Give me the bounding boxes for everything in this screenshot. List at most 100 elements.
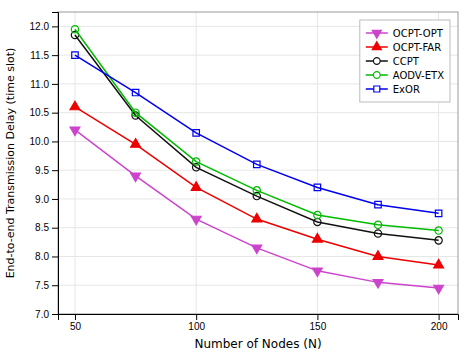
tick: 9.0: [35, 194, 58, 205]
legend-box: [360, 20, 450, 102]
chart: 50 100 150 200 7.0 7.5 8.0 8.5 9.0 9.5 10.0 10.5 11.…: [0, 0, 474, 356]
plot-frame: [58, 12, 458, 314]
tick-mark: [52, 55, 58, 56]
legend-marker: [373, 72, 380, 79]
legend-marker: [374, 86, 380, 92]
marker: [193, 158, 200, 165]
legend-item: AODV-ETX: [366, 70, 444, 81]
legend-label: AODV-ETX: [393, 70, 444, 81]
marker: [373, 280, 383, 289]
tick-label: 7.0: [35, 309, 49, 320]
marker: [434, 285, 444, 294]
marker: [435, 237, 442, 244]
grid-line: [74, 12, 75, 314]
x-axis-title: Number of Nodes (N): [194, 337, 321, 351]
marker: [72, 52, 78, 58]
grid-line: [58, 256, 458, 257]
marker: [132, 109, 139, 116]
tick-label: 8.0: [35, 251, 49, 262]
axis-domain: [59, 315, 459, 321]
tick: 11.0: [30, 79, 58, 90]
legend-item: OCPT-OPT: [366, 28, 444, 39]
legend-marker: [372, 42, 381, 50]
grid-line: [58, 170, 458, 171]
tick: 50: [70, 314, 82, 332]
legend-marker: [372, 30, 381, 38]
legend-item: CCPT: [366, 56, 420, 67]
y-axis-title: End-to-end Transmission Delay (time slot…: [4, 48, 17, 279]
axis-domain: [52, 13, 59, 315]
marker: [434, 259, 444, 268]
tick: 150: [310, 314, 327, 332]
tick-mark: [52, 141, 58, 142]
tick-label: 100: [188, 321, 205, 332]
tick-mark: [52, 26, 58, 27]
tick: 10.0: [30, 136, 58, 147]
tick-mark: [52, 228, 58, 229]
tick-label: 9.0: [35, 194, 49, 205]
legend-label: CCPT: [393, 56, 420, 67]
tick-mark: [52, 285, 58, 286]
marker: [374, 230, 381, 237]
legend-marker: [373, 58, 380, 65]
grid-line: [58, 141, 458, 142]
x-axis: 50 100 150 200: [59, 314, 459, 332]
tick-mark: [52, 199, 58, 200]
tick: 8.0: [35, 251, 58, 262]
marker: [252, 213, 262, 222]
legend-label: ExOR: [393, 84, 420, 95]
tick: 100: [188, 314, 205, 332]
marker: [131, 173, 141, 182]
tick-label: 11.5: [30, 50, 49, 61]
marker: [253, 187, 260, 194]
tick-label: 150: [310, 321, 327, 332]
tick-mark: [52, 84, 58, 85]
tick-mark: [52, 314, 58, 315]
tick: 11.5: [30, 50, 58, 61]
marker: [191, 216, 201, 225]
marker: [252, 245, 262, 254]
marker: [70, 127, 80, 136]
tick-mark: [52, 113, 58, 114]
tick-mark: [52, 256, 58, 257]
legend-label: OCPT-OPT: [393, 28, 444, 39]
tick-mark: [52, 170, 58, 171]
tick-label: 200: [431, 321, 448, 332]
tick: 8.5: [35, 222, 58, 233]
legend-item: OCPT-FAR: [366, 42, 441, 53]
marker: [374, 221, 381, 228]
grid-line: [196, 12, 197, 314]
tick-mark: [196, 314, 197, 320]
tick-label: 10.5: [30, 107, 50, 118]
tick: 7.5: [35, 280, 58, 291]
tick: 9.5: [35, 165, 58, 176]
marker: [314, 211, 321, 218]
tick-label: 8.5: [35, 222, 49, 233]
marker: [312, 234, 322, 243]
tick-label: 9.5: [35, 165, 49, 176]
grid-line: [58, 112, 458, 113]
series: [70, 127, 443, 294]
marker: [375, 201, 381, 207]
legend-label: OCPT-FAR: [393, 42, 441, 53]
series-line: [75, 107, 439, 265]
marker: [312, 268, 322, 277]
plot: 50 100 150 200 7.0 7.5 8.0 8.5 9.0 9.5 10.0 10.5 11.…: [30, 12, 459, 332]
marker: [314, 218, 321, 225]
tick: 7.0: [35, 309, 58, 320]
grid: [58, 12, 458, 314]
tick: 12.0: [30, 21, 58, 32]
marker: [314, 184, 320, 190]
marker: [435, 227, 442, 234]
tick-label: 12.0: [30, 21, 50, 32]
tick-label: 11.0: [30, 79, 49, 90]
tick: 200: [431, 314, 448, 332]
marker: [254, 161, 260, 167]
tick-label: 50: [70, 321, 82, 332]
marker: [435, 210, 441, 216]
y-axis: 7.0 7.5 8.0 8.5 9.0 9.5 10.0 10.5 11.0 11.5 12.0: [30, 13, 59, 320]
legend-item: ExOR: [366, 84, 420, 95]
marker: [70, 101, 80, 110]
marker: [131, 139, 141, 148]
marker: [132, 89, 138, 95]
